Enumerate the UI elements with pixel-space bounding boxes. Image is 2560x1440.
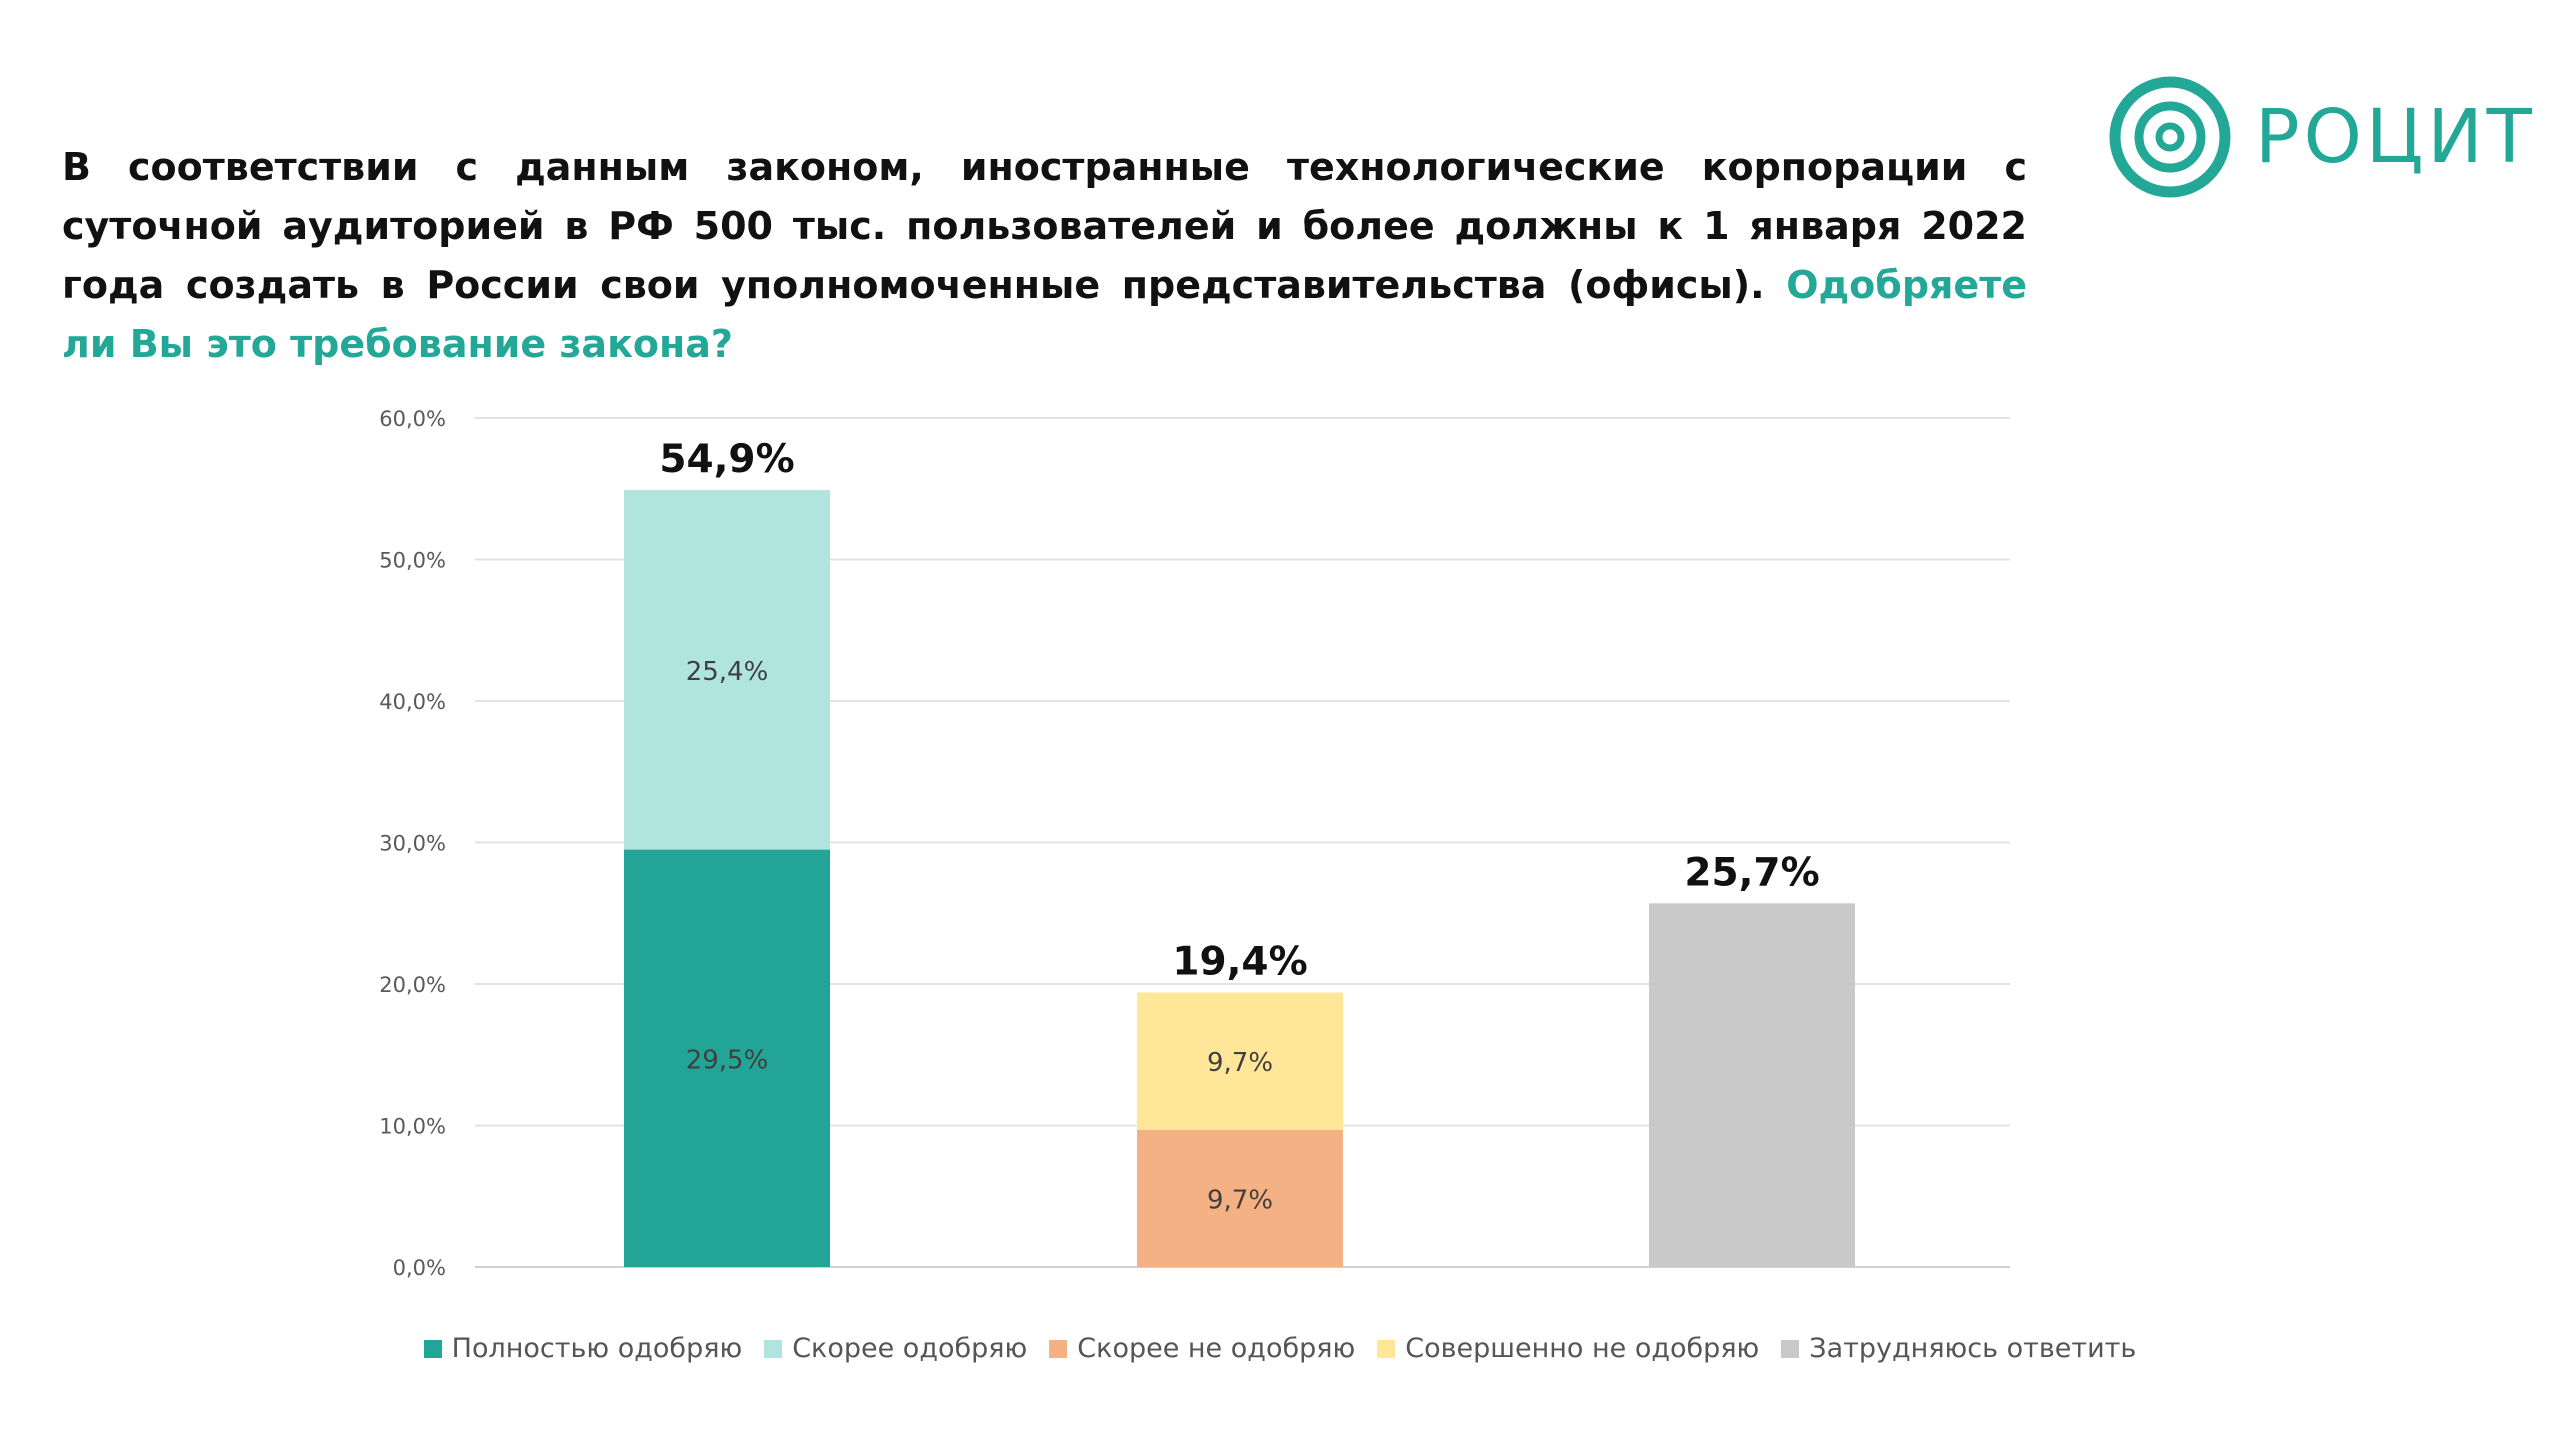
legend-swatch <box>1781 1339 1800 1358</box>
y-tick-label: 60,0% <box>379 407 446 431</box>
bar-segment <box>624 490 830 850</box>
total-label: 19,4% <box>1172 939 1307 984</box>
headline: В соответствии с данным законом, иностра… <box>62 138 2027 374</box>
segment-label: 9,7% <box>1207 1185 1273 1215</box>
legend-item: Скорее не одобряю <box>1049 1333 1355 1364</box>
legend-label: Скорее не одобряю <box>1077 1333 1356 1364</box>
y-tick-label: 10,0% <box>379 1115 446 1139</box>
legend-label: Затрудняюсь ответить <box>1809 1333 2137 1364</box>
legend-swatch <box>764 1339 783 1358</box>
bar-segment <box>624 849 830 1267</box>
legend-item: Скорее одобряю <box>764 1333 1027 1364</box>
headline-text: В соответствии с данным законом, иностра… <box>62 145 2027 307</box>
chart-legend: Полностью одобряю Скорее одобряю Скорее не… <box>0 1333 2560 1364</box>
legend-label: Скорее одобряю <box>792 1333 1028 1364</box>
concentric-circles-logo-icon <box>2109 76 2231 198</box>
y-tick-label: 30,0% <box>379 832 446 856</box>
y-tick-label: 20,0% <box>379 973 446 997</box>
y-tick-label: 40,0% <box>379 690 446 714</box>
legend-swatch <box>1049 1339 1068 1358</box>
logo-text: РОЦИТ <box>2255 94 2536 180</box>
legend-item: Затрудняюсь ответить <box>1781 1333 2136 1364</box>
total-label: 54,9% <box>659 437 794 482</box>
bar-segment <box>1649 903 1855 1267</box>
segment-label: 9,7% <box>1207 1048 1273 1078</box>
segment-label: 29,5% <box>686 1045 769 1075</box>
legend-label: Совершенно не одобряю <box>1405 1333 1760 1364</box>
rocit-logo: РОЦИТ <box>2105 72 2532 202</box>
total-label: 25,7% <box>1684 850 1819 895</box>
bar-segment <box>1137 1129 1343 1267</box>
legend-swatch <box>1377 1339 1396 1358</box>
stacked-bar-chart: 0,0% 10,0% 20,0% 30,0% 40,0% 50,0% 60,0% 29,5% 2… <box>379 407 2010 1280</box>
headline-question: Одобряете ли Вы это требование закона? <box>62 263 2027 366</box>
y-tick-label: 0,0% <box>393 1256 446 1280</box>
segment-label: 25,4% <box>686 657 769 687</box>
legend-swatch <box>423 1339 442 1358</box>
bar-segment <box>1137 992 1343 1130</box>
legend-item: Полностью одобряю <box>423 1333 743 1364</box>
y-tick-label: 50,0% <box>379 549 446 573</box>
legend-label: Полностью одобряю <box>451 1333 743 1364</box>
legend-item: Совершенно не одобряю <box>1377 1333 1759 1364</box>
